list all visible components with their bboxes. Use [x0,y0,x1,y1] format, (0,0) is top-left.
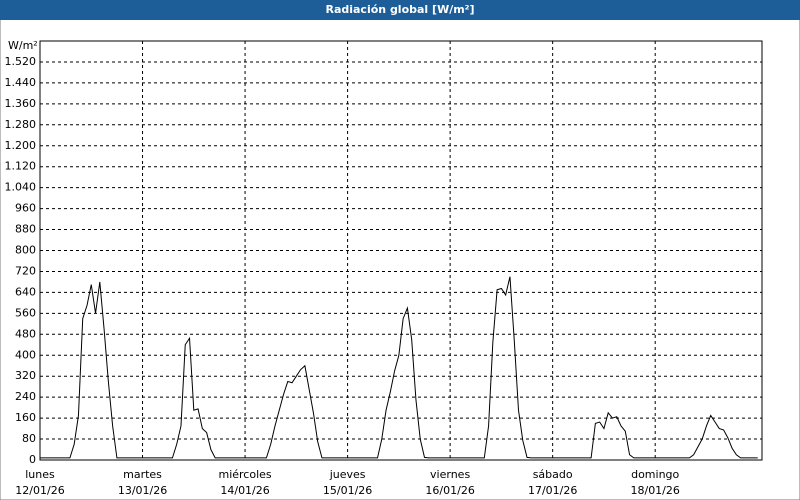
y-tick-label: 400 [15,348,36,361]
x-tick-date: 12/01/26 [15,484,64,497]
x-tick-date: 16/01/26 [425,484,474,497]
y-tick-label: 1.040 [5,181,37,194]
y-tick-label: 1.280 [5,118,37,131]
y-tick-label: 560 [15,306,36,319]
x-tick-date: 13/01/26 [118,484,167,497]
y-tick-label: 160 [15,411,36,424]
x-tick-day: lunes [25,468,55,481]
x-tick-date: 14/01/26 [220,484,269,497]
title-bar [0,0,800,20]
y-tick-label: 640 [15,285,36,298]
x-tick-day: viernes [430,468,470,481]
y-tick-label: 1.520 [5,55,37,68]
y-tick-label: 0 [29,453,36,466]
data-line [40,276,758,459]
y-tick-label: 80 [22,432,36,445]
x-tick-date: 17/01/26 [528,484,577,497]
y-unit: W/m² [8,39,38,52]
y-tick-label: 1.200 [5,139,37,152]
y-tick-label: 800 [15,244,36,257]
y-tick-label: 1.440 [5,76,37,89]
y-tick-label: 320 [15,369,36,382]
y-tick-label: 720 [15,264,36,277]
y-tick-label: 480 [15,327,36,340]
x-tick-day: miércoles [218,468,271,481]
y-tick-label: 1.360 [5,97,37,110]
x-tick-date: 18/01/26 [630,484,679,497]
y-tick-label: 960 [15,202,36,215]
x-tick-date: 15/01/26 [323,484,372,497]
x-tick-day: martes [123,468,162,481]
y-tick-label: 240 [15,390,36,403]
x-tick-day: domingo [631,468,679,481]
chart-title: Radiación global [W/m²] [325,3,474,16]
y-tick-label: 1.120 [5,160,37,173]
y-tick-label: 880 [15,223,36,236]
x-tick-day: sábado [533,468,573,481]
x-tick-day: jueves [329,468,366,481]
